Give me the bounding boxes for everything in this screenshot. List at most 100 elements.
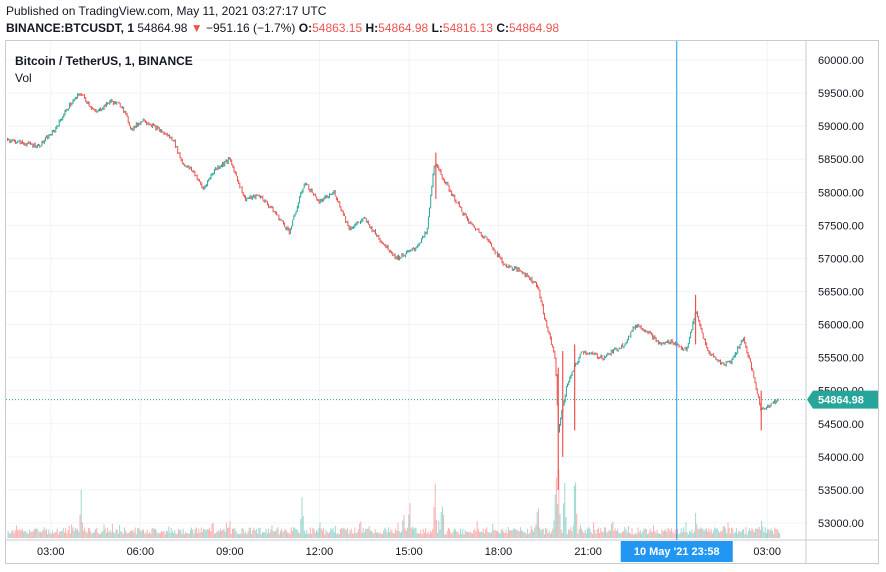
volume-bar <box>671 528 673 538</box>
volume-bar <box>179 530 181 538</box>
volume-bar <box>720 531 722 538</box>
volume-bar <box>47 534 49 538</box>
volume-bar <box>375 532 377 538</box>
volume-bar <box>747 531 749 538</box>
volume-bar <box>600 527 602 538</box>
volume-bar <box>170 527 172 538</box>
chart-frame[interactable] <box>5 40 879 564</box>
volume-bar <box>369 530 371 538</box>
volume-bar <box>320 528 322 538</box>
time-tick-label: 21:00 <box>574 546 602 558</box>
volume-bar <box>131 530 133 538</box>
volume-bar <box>527 528 529 538</box>
volume-bar <box>475 531 477 538</box>
volume-bar <box>367 528 369 538</box>
volume-bar <box>419 533 421 538</box>
volume-bar <box>596 529 598 538</box>
volume-bar <box>435 520 437 538</box>
volume-bar <box>237 533 239 538</box>
volume-bar <box>291 531 293 538</box>
volume-bar <box>116 530 118 538</box>
volume-bar <box>397 522 399 538</box>
volume-bar <box>614 528 616 538</box>
volume-bar <box>495 531 497 538</box>
volume-bar <box>714 527 716 538</box>
volume-bar <box>534 527 536 538</box>
volume-bar <box>348 533 350 538</box>
price-tick-label: 59000.00 <box>818 121 864 133</box>
volume-bar <box>569 530 571 538</box>
volume-bar <box>501 528 503 538</box>
volume-bar <box>51 530 53 538</box>
volume-bar <box>355 532 357 538</box>
symbol-ohlc-line: BINANCE:BTCUSDT, 1 54864.98 ▼ −951.16 (−… <box>6 21 559 35</box>
last-price: 54864.98 <box>137 21 188 35</box>
volume-bar <box>553 520 555 538</box>
volume-bar <box>761 520 763 538</box>
volume-bar <box>317 531 319 538</box>
volume-bar <box>351 533 353 538</box>
volume-bar <box>759 530 761 538</box>
volume-bar <box>114 533 116 538</box>
volume-bar <box>588 527 590 538</box>
price-tick-label: 56000.00 <box>818 320 864 332</box>
volume-bar <box>267 528 269 538</box>
volume-bar <box>578 529 580 538</box>
volume-bar <box>283 530 285 538</box>
volume-bar <box>416 533 418 538</box>
volume-bar <box>31 531 33 538</box>
volume-bar <box>395 528 397 538</box>
volume-bar <box>620 533 622 538</box>
volume-bar <box>521 530 523 538</box>
chart-legend: Bitcoin / TetherUS, 1, BINANCE Vol <box>15 54 193 85</box>
volume-bar <box>403 515 405 538</box>
volume-bar <box>66 533 68 538</box>
volume-bar <box>143 529 145 538</box>
volume-bar <box>312 528 314 538</box>
price-tick-label: 58000.00 <box>818 187 864 199</box>
volume-bar <box>78 531 80 538</box>
volume-bar <box>415 527 417 538</box>
volume-bar <box>701 528 703 538</box>
volume-bar <box>497 530 499 538</box>
volume-bar <box>582 531 584 538</box>
published-line: Published on TradingView.com, May 11, 20… <box>6 4 327 18</box>
volume-bar <box>200 527 202 538</box>
volume-bar <box>60 531 62 538</box>
volume-bar <box>353 533 355 538</box>
volume-bar <box>572 525 574 538</box>
volume-bar <box>689 530 691 538</box>
price-change: −951.16 (−1.7%) <box>206 21 296 35</box>
volume-bar <box>663 530 665 538</box>
volume-bar <box>138 527 140 538</box>
volume-bar <box>210 531 212 538</box>
volume-bar <box>396 530 398 538</box>
volume-bar <box>229 521 231 538</box>
volume-bar <box>444 534 446 538</box>
volume-bar <box>462 528 464 538</box>
volume-bar <box>642 531 644 538</box>
volume-bar <box>539 527 541 538</box>
volume-bar <box>205 530 207 538</box>
volume-bar <box>336 534 338 538</box>
volume-bar <box>307 533 309 538</box>
volume-bar <box>509 530 511 538</box>
volume-bar <box>79 514 81 538</box>
high-label: H: <box>365 21 379 35</box>
volume-bar <box>666 531 668 538</box>
volume-bar <box>703 530 705 538</box>
volume-bar <box>679 532 681 538</box>
volume-bar <box>219 528 221 538</box>
volume-bar <box>59 531 61 538</box>
volume-bar <box>12 529 14 538</box>
volume-bar <box>492 523 494 538</box>
volume-bar <box>434 483 436 538</box>
volume-bar <box>193 533 195 538</box>
volume-bar <box>625 529 627 538</box>
volume-bar <box>470 532 472 538</box>
volume-bar <box>221 530 223 538</box>
volume-bar <box>449 529 451 538</box>
volume-bar <box>609 530 611 538</box>
volume-bar <box>301 497 303 538</box>
